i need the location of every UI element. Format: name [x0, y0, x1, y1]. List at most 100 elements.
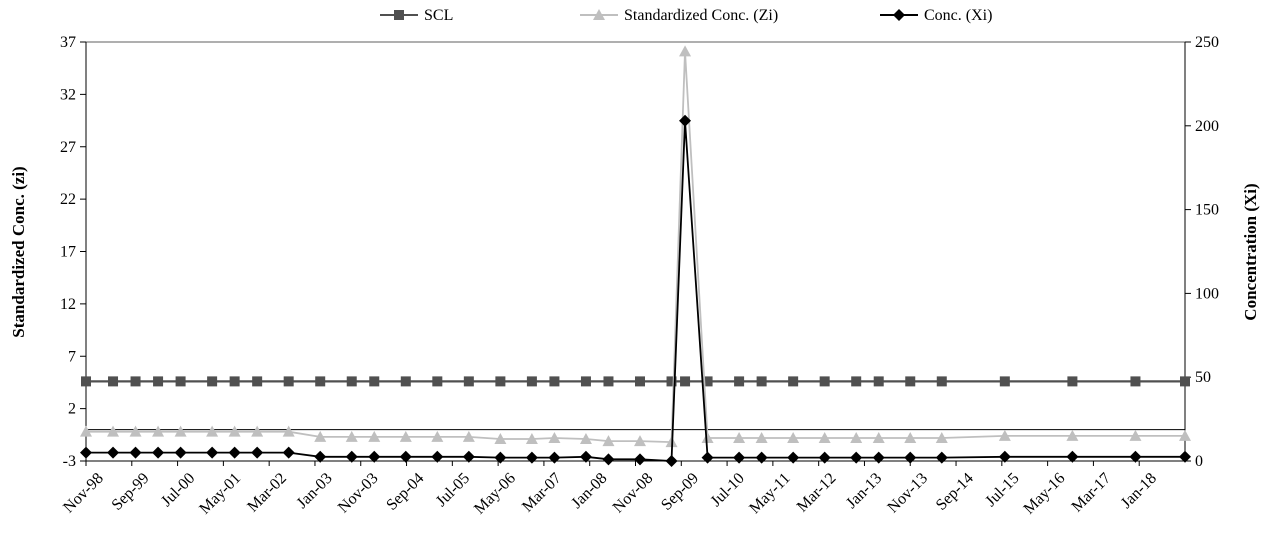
data-point-scl: [108, 376, 119, 387]
data-point-conc-xi: [998, 450, 1011, 463]
data-point-conc-xi: [755, 451, 768, 464]
data-point-standardized-conc-zi: [579, 433, 592, 445]
data-point-standardized-conc-zi: [174, 425, 187, 437]
series-line-standardized-conc-zi: [86, 51, 1185, 444]
data-point-scl: [346, 376, 357, 387]
data-point-standardized-conc-zi: [152, 425, 165, 437]
data-point-standardized-conc-zi: [935, 431, 948, 443]
left-tick-label: 27: [60, 139, 76, 156]
x-tick-label: Jul-05: [433, 470, 473, 510]
x-tick-label: Mar-12: [794, 470, 840, 516]
left-tick-label: 2: [68, 401, 76, 418]
data-point-conc-xi: [368, 450, 381, 463]
data-point-standardized-conc-zi: [1066, 429, 1079, 441]
data-point-standardized-conc-zi: [1129, 429, 1142, 441]
right-tick-label: 50: [1195, 369, 1211, 386]
plot-area: [85, 41, 1186, 462]
data-point-conc-xi: [733, 451, 746, 464]
data-point-scl: [400, 376, 411, 387]
x-tick-label: Jan-03: [294, 470, 336, 512]
legend-item-standardized-conc-zi: Standardized Conc. (Zi): [580, 7, 778, 24]
data-point-scl: [702, 376, 713, 387]
data-point-standardized-conc-zi: [850, 431, 863, 443]
data-point-scl: [819, 376, 830, 387]
x-tick-label: Jan-08: [568, 470, 610, 512]
x-tick-label: May-11: [746, 470, 793, 517]
data-point-scl: [666, 376, 677, 387]
data-point-conc-xi: [174, 446, 187, 459]
x-tick-label: Jul-15: [982, 470, 1022, 510]
data-point-conc-xi: [935, 451, 948, 464]
right-tick-label: 200: [1195, 118, 1219, 135]
data-point-conc-xi: [399, 450, 412, 463]
data-point-scl: [1180, 376, 1190, 387]
data-point-conc-xi: [431, 450, 444, 463]
x-tick-label: Nov-03: [335, 470, 382, 517]
data-point-scl: [207, 376, 218, 387]
legend-item-conc-xi: Conc. (Xi): [880, 7, 992, 24]
data-point-conc-xi: [679, 114, 692, 127]
right-tick-label: 0: [1195, 453, 1203, 470]
data-point-standardized-conc-zi: [525, 433, 538, 445]
x-tick-label: Jan-18: [1118, 470, 1160, 512]
x-tick-label: Nov-13: [884, 470, 931, 517]
series-layer: [80, 45, 1191, 467]
data-point-standardized-conc-zi: [462, 430, 475, 442]
data-point-standardized-conc-zi: [206, 425, 219, 437]
legend-item-scl: SCL: [380, 7, 453, 24]
x-tick-label: Mar-17: [1069, 470, 1115, 516]
data-point-standardized-conc-zi: [251, 425, 264, 437]
right-axis-title: Concentration (Xi): [1241, 183, 1260, 320]
data-point-standardized-conc-zi: [998, 429, 1011, 441]
data-point-conc-xi: [462, 450, 475, 463]
data-point-conc-xi: [314, 450, 327, 463]
left-tick-label: 22: [60, 191, 76, 208]
data-point-conc-xi: [345, 450, 358, 463]
data-point-standardized-conc-zi: [602, 435, 615, 447]
data-point-standardized-conc-zi: [1179, 429, 1191, 441]
data-point-conc-xi: [1179, 450, 1191, 463]
data-point-scl: [526, 376, 537, 387]
x-tick-label: Sep-14: [933, 470, 977, 514]
series-scl: [81, 376, 1190, 387]
data-point-conc-xi: [904, 451, 917, 464]
data-point-standardized-conc-zi: [494, 433, 507, 445]
data-point-scl: [734, 376, 745, 387]
data-point-conc-xi: [107, 446, 120, 459]
data-point-standardized-conc-zi: [129, 425, 142, 437]
x-tick-label: May-06: [471, 470, 519, 518]
data-point-conc-xi: [850, 451, 863, 464]
data-point-conc-xi: [494, 451, 507, 464]
x-tick-label: Nov-08: [610, 470, 657, 517]
data-point-conc-xi: [152, 446, 165, 459]
data-point-conc-xi: [872, 451, 885, 464]
data-point-scl: [369, 376, 380, 387]
data-point-standardized-conc-zi: [679, 45, 692, 57]
data-point-standardized-conc-zi: [368, 430, 381, 442]
data-point-scl: [229, 376, 240, 387]
data-point-standardized-conc-zi: [818, 431, 831, 443]
x-tick-label: Sep-99: [109, 470, 153, 514]
data-point-scl: [495, 376, 506, 387]
right-tick-label: 150: [1195, 202, 1219, 219]
data-point-scl: [851, 376, 862, 387]
data-point-conc-xi: [525, 451, 538, 464]
data-point-scl: [252, 376, 263, 387]
data-point-standardized-conc-zi: [548, 431, 561, 443]
x-tick-label: Nov-98: [60, 470, 107, 517]
x-tick-label: Sep-04: [383, 470, 427, 514]
data-point-standardized-conc-zi: [787, 431, 800, 443]
data-point-conc-xi: [634, 453, 647, 466]
x-tick-label: Jul-00: [158, 470, 198, 510]
left-tick-label: 37: [60, 34, 76, 51]
data-point-scl: [283, 376, 294, 387]
data-point-scl: [936, 376, 947, 387]
data-point-conc-xi: [282, 446, 295, 459]
data-point-conc-xi: [579, 450, 592, 463]
right-tick-label: 250: [1195, 34, 1219, 51]
right-y-axis: 0 50 100 150 200 250: [1185, 34, 1219, 470]
data-point-standardized-conc-zi: [399, 430, 412, 442]
